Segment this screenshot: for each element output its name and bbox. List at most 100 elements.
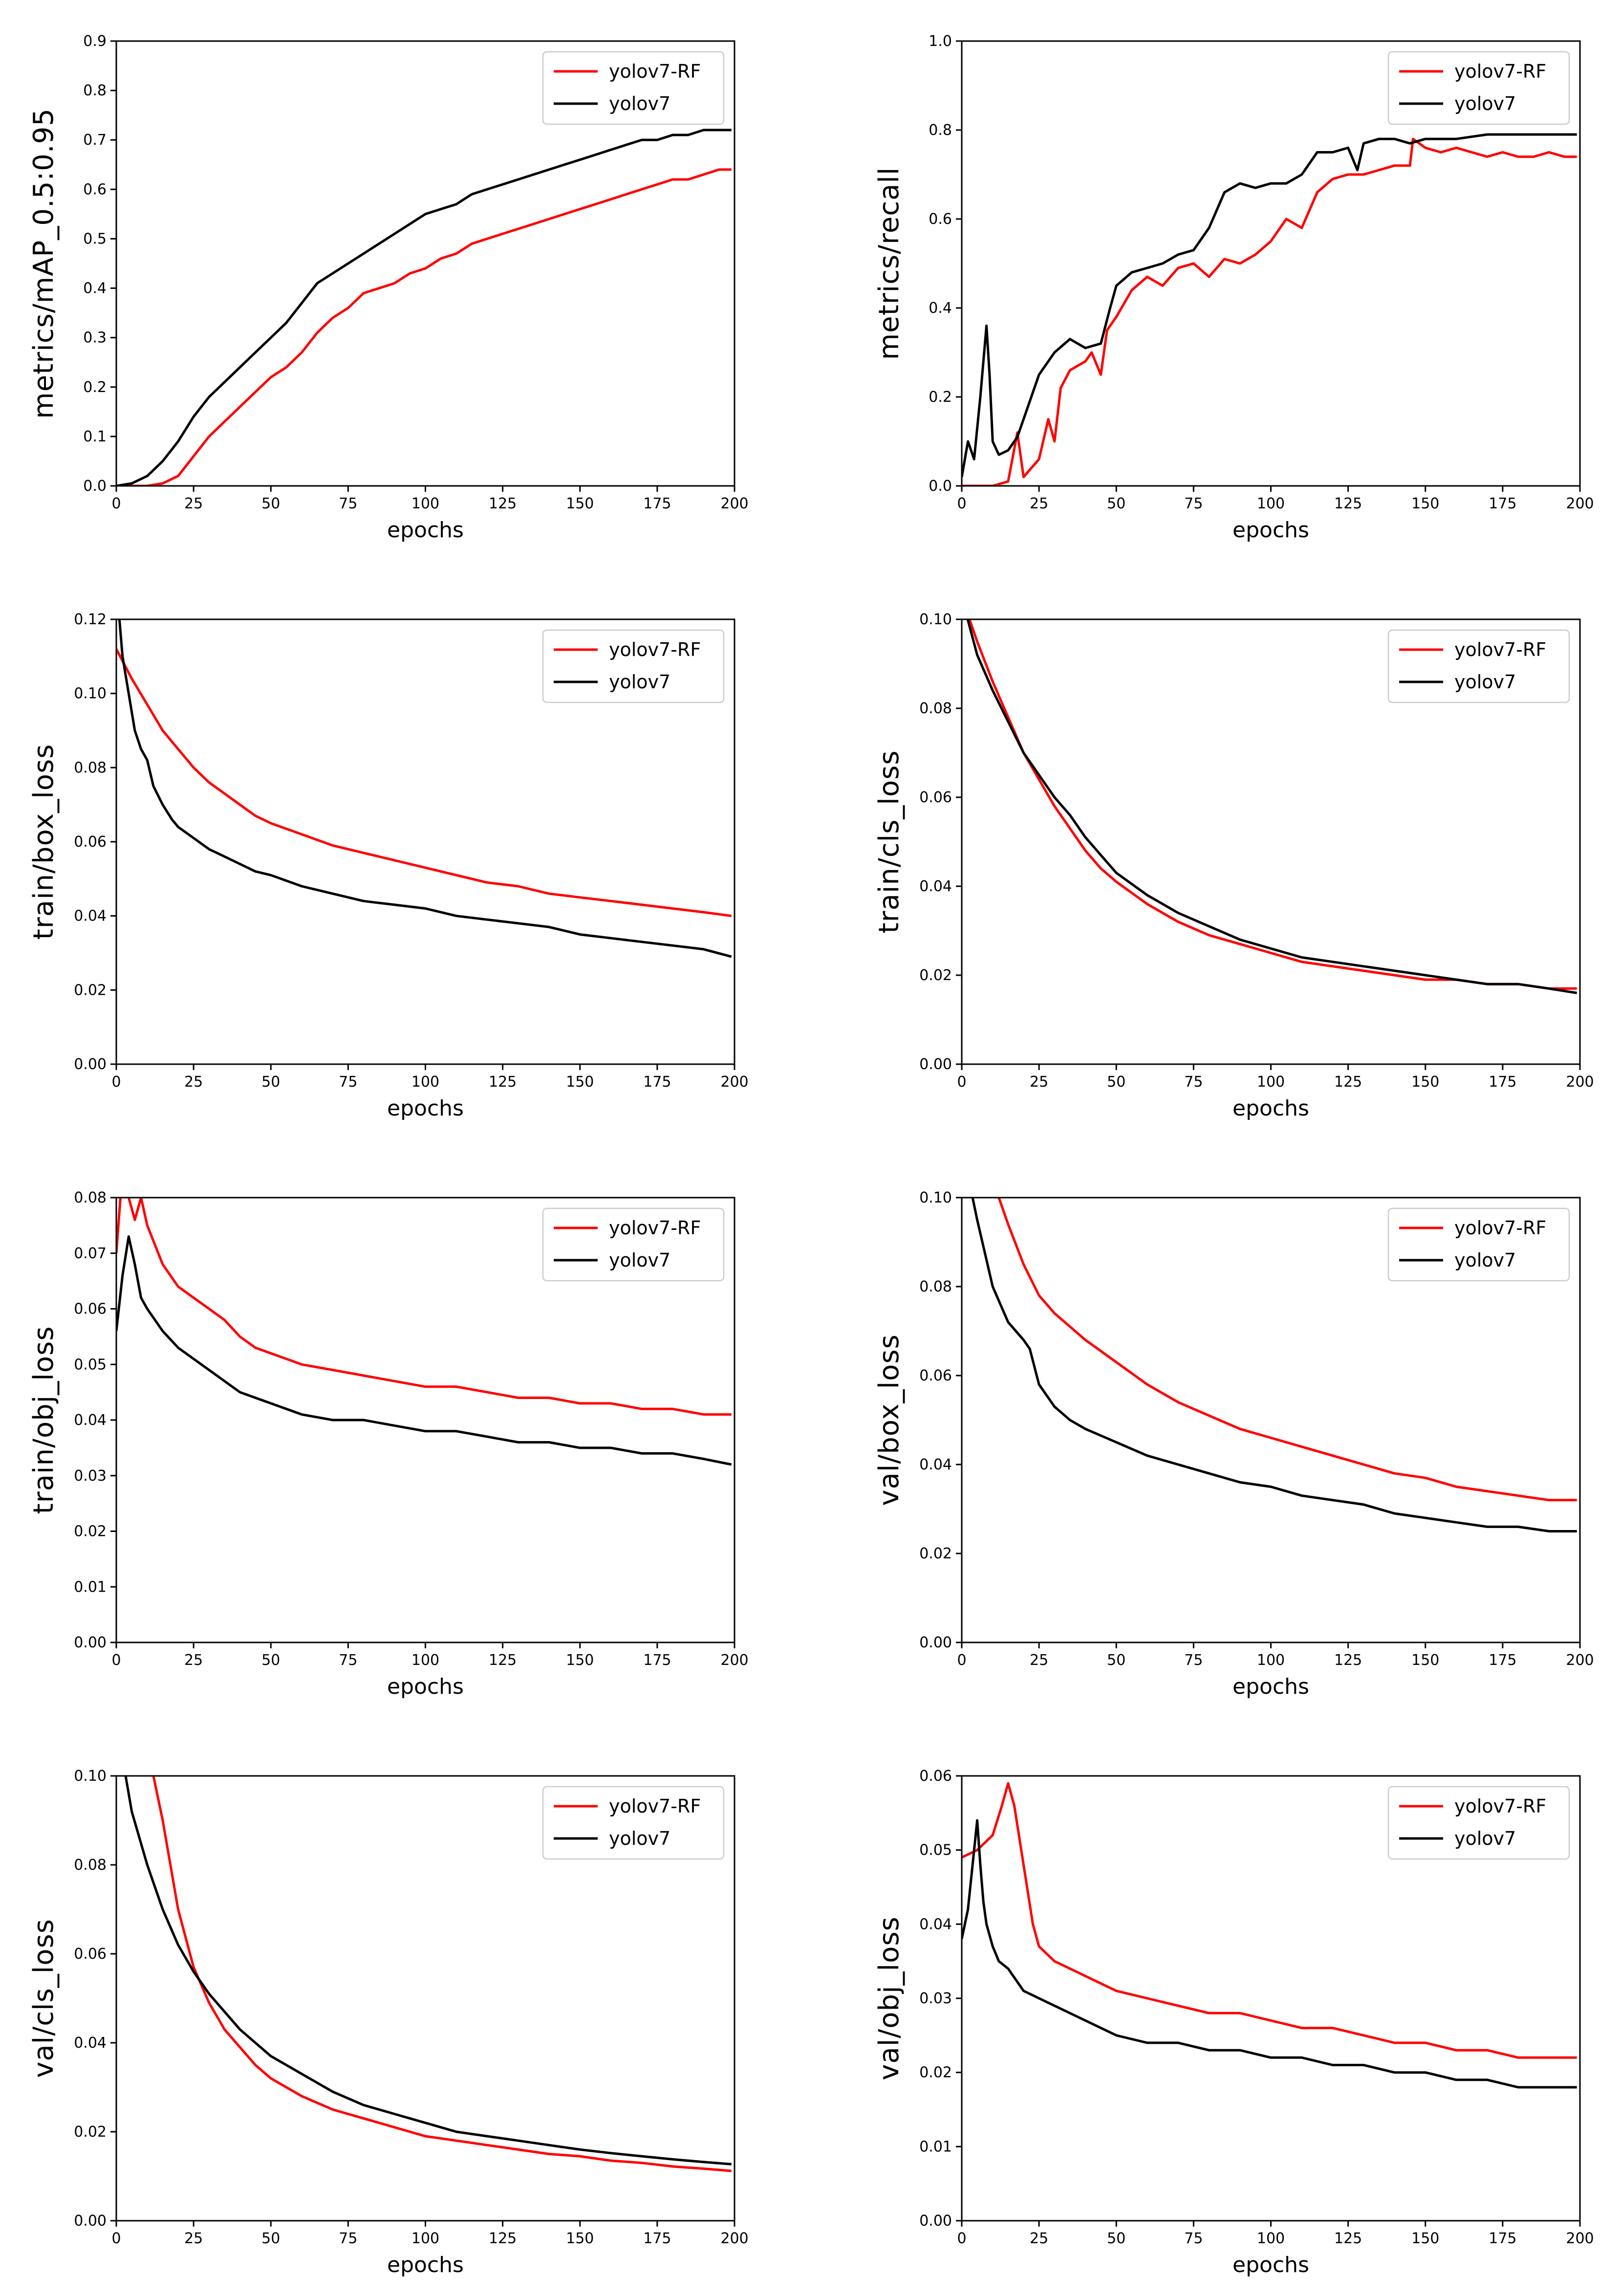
x-tick-label: 25 (1030, 2230, 1048, 2247)
x-tick-label: 25 (184, 1073, 203, 1091)
x-tick-label: 175 (1489, 495, 1516, 512)
series-line-yolov7-rf (997, 1198, 1577, 1502)
x-tick-label: 25 (184, 2230, 203, 2247)
x-tick-label: 0 (111, 2230, 121, 2247)
y-axis-label: train/box_loss (28, 744, 60, 940)
series-line-yolov7-rf (116, 648, 732, 918)
x-axis-label: epochs (387, 1674, 464, 1699)
y-tick-label: 0.6 (929, 211, 952, 228)
legend-box (1387, 1207, 1570, 1282)
y-tick-label: 0.4 (83, 280, 107, 297)
x-axis-label: epochs (387, 2252, 464, 2277)
x-tick-label: 50 (261, 1073, 280, 1091)
series-line-yolov7 (971, 1198, 1577, 1532)
x-tick-label: 75 (339, 1073, 357, 1091)
chart-panel-6: 0 25 50 75 100 125 150 175 200 0.00 0.02 0.04 0.06 0.… (873, 1189, 1594, 1699)
x-tick-label: 100 (411, 2230, 439, 2247)
x-tick-label: 100 (1257, 1073, 1285, 1091)
legend-label: yolov7 (1454, 1249, 1516, 1271)
y-axis-label: val/obj_loss (873, 1916, 905, 2080)
x-tick-label: 200 (720, 495, 748, 512)
x-tick-label: 75 (1184, 1073, 1203, 1091)
x-tick-label: 150 (566, 1652, 594, 1669)
y-tick-label: 0.10 (919, 1189, 952, 1206)
x-tick-label: 50 (1107, 2230, 1125, 2247)
chart-panel-1: 0 25 50 75 100 125 150 175 200 0.0 0.1 0.2 0.3 0.4 0.5… (28, 33, 749, 543)
series-line-yolov7-rf (116, 168, 732, 486)
x-tick-label: 75 (1184, 1652, 1203, 1669)
x-tick-label: 150 (1411, 2230, 1439, 2247)
x-tick-label: 150 (566, 2230, 594, 2247)
y-tick-label: 0.10 (919, 611, 952, 628)
chart-panel-5: 0 25 50 75 100 125 150 175 200 0.00 0.01 0.02 0.03 0.… (28, 1189, 749, 1699)
x-tick-label: 200 (720, 1652, 748, 1669)
x-tick-label: 75 (339, 2230, 357, 2247)
series-line-yolov7 (118, 619, 732, 958)
series-line-yolov7-rf (152, 1776, 732, 2172)
y-tick-label: 0.02 (74, 982, 107, 999)
y-tick-label: 0.02 (919, 1545, 952, 1562)
y-tick-label: 0.01 (74, 1578, 107, 1596)
y-tick-label: 0.8 (83, 82, 107, 99)
x-axis-label: epochs (1232, 518, 1309, 543)
x-tick-label: 50 (1107, 1073, 1125, 1091)
y-tick-label: 0.08 (919, 1278, 952, 1295)
x-tick-label: 50 (261, 2230, 280, 2247)
x-tick-label: 75 (1184, 2230, 1203, 2247)
x-axis-label: epochs (387, 1096, 464, 1121)
x-tick-label: 125 (489, 495, 517, 512)
x-tick-label: 200 (1566, 1652, 1594, 1669)
x-tick-label: 125 (1334, 1652, 1362, 1669)
legend-label: yolov7-RF (609, 639, 701, 660)
y-tick-label: 0.04 (919, 878, 952, 895)
x-tick-label: 125 (1334, 495, 1362, 512)
x-tick-label: 100 (411, 1652, 439, 1669)
x-tick-label: 100 (1257, 1652, 1285, 1669)
x-tick-label: 125 (1334, 2230, 1362, 2247)
y-tick-label: 0.02 (74, 2123, 107, 2141)
series-line-yolov7 (124, 1776, 732, 2165)
y-tick-label: 0.08 (74, 1857, 107, 1874)
x-tick-label: 25 (184, 495, 203, 512)
chart-panel-8: 0 25 50 75 100 125 150 175 200 0.00 0.01 0.02 0.03 0.… (873, 1768, 1594, 2277)
legend-label: yolov7 (609, 1249, 670, 1271)
x-tick-label: 75 (339, 495, 357, 512)
y-tick-label: 0.6 (83, 181, 107, 198)
x-tick-label: 150 (1411, 495, 1439, 512)
y-tick-label: 0.05 (919, 1842, 952, 1859)
y-tick-label: 0.00 (919, 2212, 952, 2230)
x-tick-label: 200 (720, 1073, 748, 1091)
x-tick-label: 200 (1566, 495, 1594, 512)
y-tick-label: 0.04 (74, 1412, 107, 1429)
x-tick-label: 175 (1489, 1652, 1516, 1669)
x-tick-label: 25 (1030, 1652, 1048, 1669)
x-tick-label: 0 (111, 1073, 121, 1091)
y-tick-label: 0.0 (929, 478, 952, 495)
y-tick-label: 0.07 (74, 1245, 107, 1262)
legend-label: yolov7 (1454, 93, 1516, 114)
y-tick-label: 1.0 (929, 33, 952, 50)
x-tick-label: 100 (1257, 495, 1285, 512)
y-tick-label: 0.4 (929, 300, 952, 317)
x-axis-label: epochs (387, 518, 464, 543)
y-tick-label: 0.06 (74, 833, 107, 851)
x-tick-label: 175 (643, 1652, 671, 1669)
x-tick-label: 150 (1411, 1652, 1439, 1669)
legend-label: yolov7 (609, 671, 670, 693)
x-tick-label: 175 (643, 1073, 671, 1091)
x-tick-label: 75 (1184, 495, 1203, 512)
legend-label: yolov7-RF (609, 61, 701, 82)
chart-panel-3: 0 25 50 75 100 125 150 175 200 0.00 0.02 0.04 0.06 0.… (28, 611, 749, 1121)
x-tick-label: 75 (339, 1652, 357, 1669)
legend-box (542, 51, 725, 125)
x-tick-label: 125 (489, 1073, 517, 1091)
legend-label: yolov7 (609, 93, 670, 114)
x-tick-label: 0 (111, 495, 121, 512)
y-axis-label: train/cls_loss (873, 750, 905, 934)
y-tick-label: 0.00 (74, 2212, 107, 2230)
legend-box (1387, 51, 1570, 125)
y-tick-label: 0.08 (919, 700, 952, 717)
y-tick-label: 0.06 (74, 1301, 107, 1318)
y-tick-label: 0.03 (74, 1467, 107, 1485)
